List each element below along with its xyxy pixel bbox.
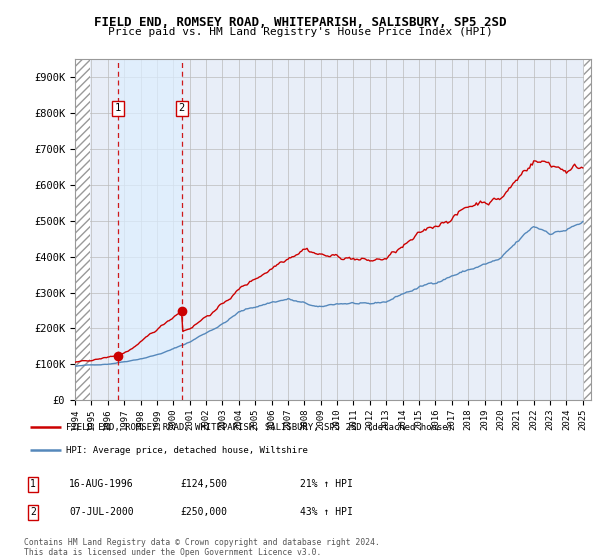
Text: 16-AUG-1996: 16-AUG-1996: [69, 479, 134, 489]
Text: 1: 1: [115, 104, 121, 113]
Text: 07-JUL-2000: 07-JUL-2000: [69, 507, 134, 517]
Text: £250,000: £250,000: [180, 507, 227, 517]
Bar: [584, 59, 592, 400]
Bar: [75, 59, 90, 400]
Text: £124,500: £124,500: [180, 479, 227, 489]
Text: 1: 1: [30, 479, 36, 489]
Text: 2: 2: [30, 507, 36, 517]
Text: HPI: Average price, detached house, Wiltshire: HPI: Average price, detached house, Wilt…: [66, 446, 308, 455]
Text: 2: 2: [179, 104, 185, 113]
Text: 43% ↑ HPI: 43% ↑ HPI: [300, 507, 353, 517]
Text: Price paid vs. HM Land Registry's House Price Index (HPI): Price paid vs. HM Land Registry's House …: [107, 27, 493, 37]
Text: FIELD END, ROMSEY ROAD, WHITEPARISH, SALISBURY, SP5 2SD: FIELD END, ROMSEY ROAD, WHITEPARISH, SAL…: [94, 16, 506, 29]
Text: Contains HM Land Registry data © Crown copyright and database right 2024.
This d: Contains HM Land Registry data © Crown c…: [24, 538, 380, 557]
Text: FIELD END, ROMSEY ROAD, WHITEPARISH, SALISBURY, SP5 2SD (detached house): FIELD END, ROMSEY ROAD, WHITEPARISH, SAL…: [66, 423, 454, 432]
Text: 21% ↑ HPI: 21% ↑ HPI: [300, 479, 353, 489]
Bar: [118, 59, 182, 400]
